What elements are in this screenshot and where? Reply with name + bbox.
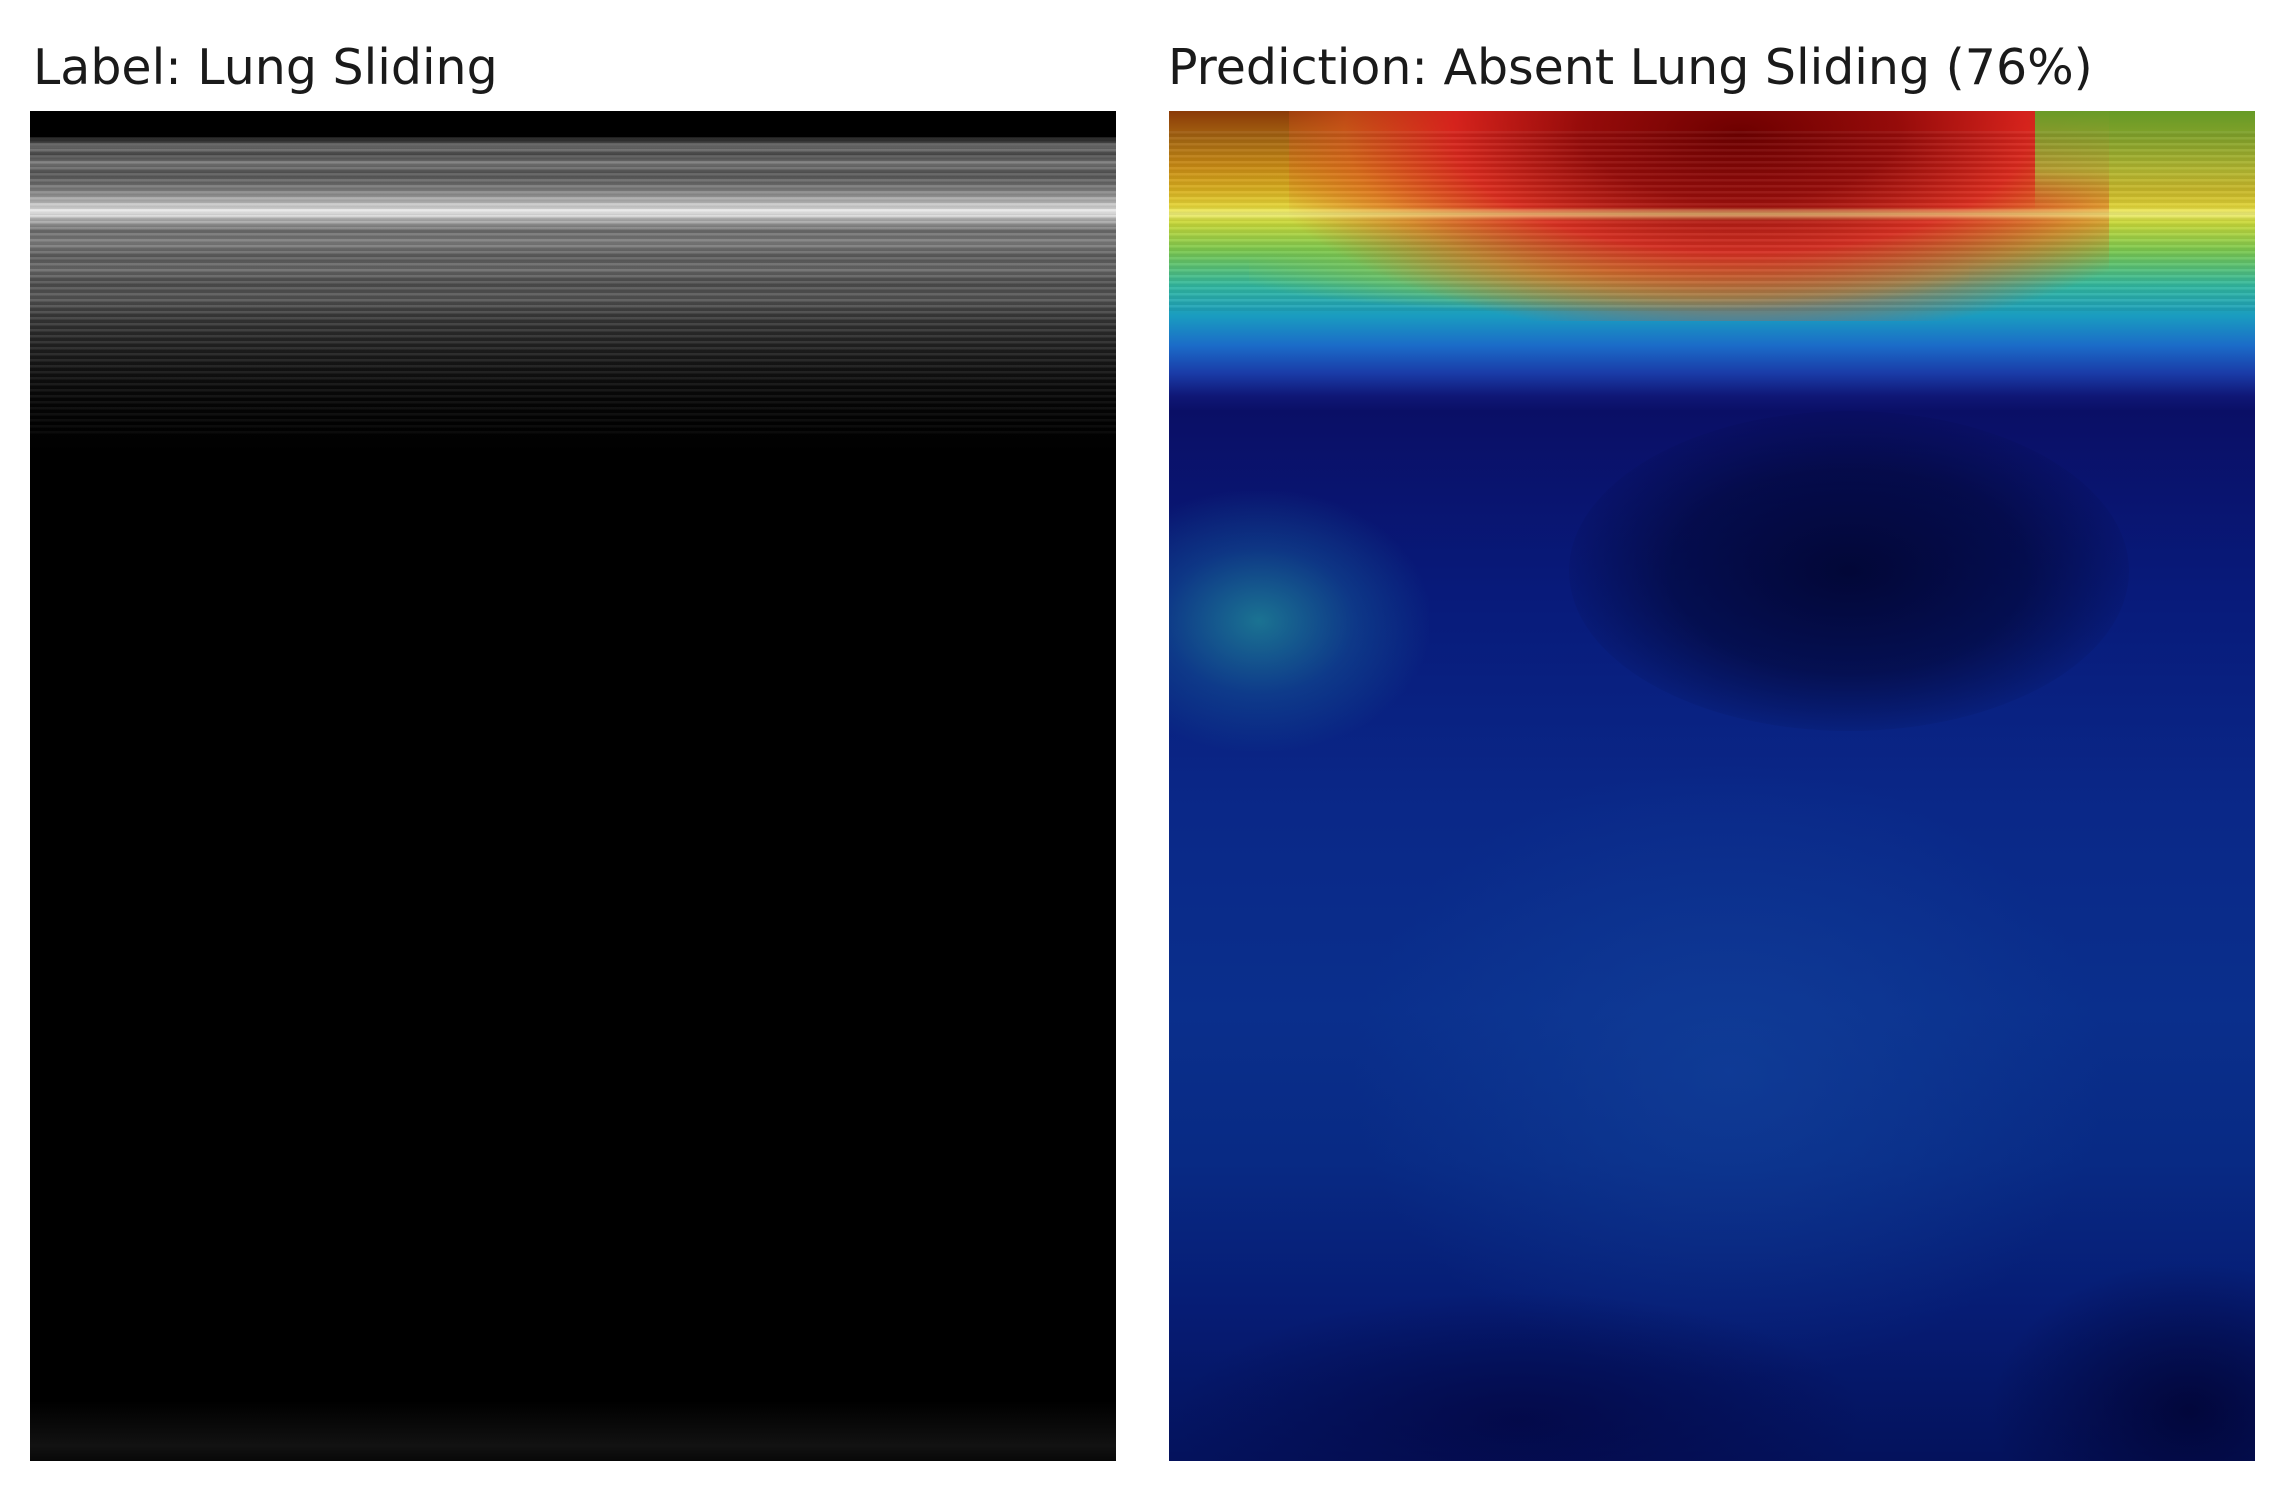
heatmap-texture-layer [1169, 131, 2255, 311]
heatmap-green-corner [2035, 111, 2255, 211]
right-panel-title: Prediction: Absent Lung Sliding (76%) [1168, 39, 2093, 96]
heatmap-teal-blob [1169, 491, 1429, 751]
heatmap-dark-region-bottom-left [1169, 1291, 1869, 1461]
heatmap-pleural-line [1169, 207, 2255, 221]
ultrasound-fade-layer [30, 311, 1116, 471]
prediction-heatmap-image [1169, 111, 2255, 1461]
heatmap-dark-region-bottom-right [1989, 1261, 2255, 1461]
left-panel-title: Label: Lung Sliding [33, 39, 498, 96]
ultrasound-m-mode-image [30, 111, 1116, 1461]
heatmap-mid-glow [1349, 761, 2109, 1381]
heatmap-dark-region [1569, 411, 2129, 731]
